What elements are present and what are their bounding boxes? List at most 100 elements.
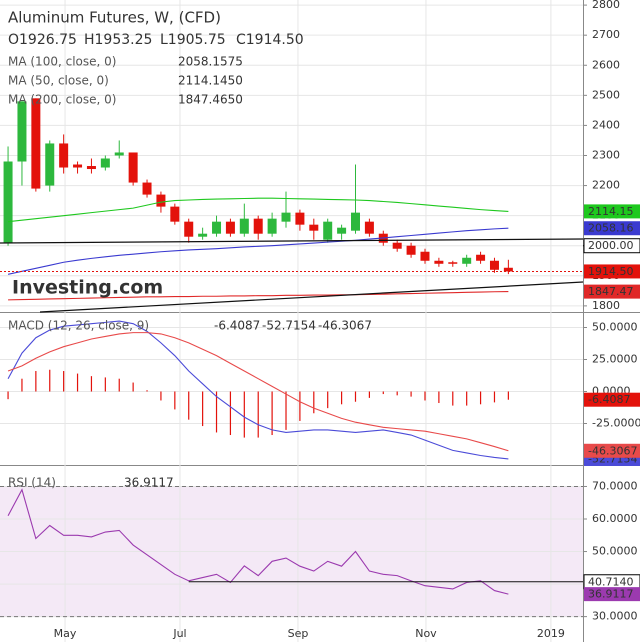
marks bbox=[0, 98, 584, 618]
ohlc-value: C1914.50 bbox=[236, 32, 304, 48]
candle-body bbox=[128, 152, 138, 183]
legend-value: 36.9117 bbox=[124, 476, 174, 490]
level-label: 40.7140 bbox=[588, 575, 634, 588]
candle-body bbox=[503, 267, 513, 272]
indicator-label: -6.4087 bbox=[588, 393, 630, 406]
candle-body bbox=[253, 218, 263, 234]
candle-body bbox=[448, 262, 458, 264]
candle-body bbox=[212, 221, 222, 234]
x-tick-label: 2019 bbox=[537, 627, 565, 640]
price-label: 1847.47 bbox=[588, 285, 634, 298]
price-label: 2114.15 bbox=[588, 205, 634, 218]
x-tick-label: Nov bbox=[415, 627, 437, 640]
indicator-label: 36.9117 bbox=[588, 588, 634, 601]
candle-body bbox=[309, 224, 319, 231]
indicator-label: -46.3067 bbox=[588, 444, 637, 457]
candle-body bbox=[323, 221, 333, 240]
candle-body bbox=[225, 221, 235, 234]
candle-body bbox=[59, 143, 69, 168]
candle-body bbox=[114, 152, 124, 156]
indicator-label-box bbox=[584, 392, 640, 407]
candle-body bbox=[17, 101, 27, 162]
indicator-label-box bbox=[584, 443, 640, 458]
last-price-label-box bbox=[584, 264, 640, 279]
moving-average bbox=[8, 291, 509, 301]
grid bbox=[0, 0, 587, 642]
legend-value: -52.7154 bbox=[262, 319, 316, 333]
candle-body bbox=[462, 257, 472, 264]
legend-value: 1847.4650 bbox=[178, 93, 243, 107]
x-tick-label: Sep bbox=[288, 627, 309, 640]
legend-value: 2058.1575 bbox=[178, 55, 243, 69]
y-tick-label: 1800 bbox=[592, 299, 620, 312]
ohlc-value: O1926.75 bbox=[8, 32, 77, 48]
candle-body bbox=[156, 194, 166, 207]
macd-title: MACD (12, 26, close, 9) bbox=[8, 319, 149, 333]
candle-body bbox=[239, 218, 249, 234]
last-price-label: 1914.50 bbox=[588, 265, 634, 278]
candle-body bbox=[73, 164, 83, 168]
rsi-line bbox=[7, 488, 509, 595]
price-label-box bbox=[584, 284, 640, 299]
candle-body bbox=[184, 221, 194, 237]
candle-body bbox=[142, 182, 152, 195]
macd-line bbox=[7, 320, 509, 460]
candle-body bbox=[406, 245, 416, 255]
price-label-box bbox=[584, 221, 640, 236]
y-tick-label: 50.0000 bbox=[592, 545, 638, 558]
y-tick-label: 60.0000 bbox=[592, 512, 638, 525]
y-tick-label: 2600 bbox=[592, 58, 620, 71]
trend-line bbox=[39, 281, 584, 313]
legend-name: MA (100, close, 0) bbox=[8, 55, 116, 69]
legend-value: -46.3067 bbox=[318, 319, 372, 333]
candle-body bbox=[350, 212, 360, 231]
x-tick-label: Jul bbox=[172, 627, 186, 640]
y-tick-label: 2400 bbox=[592, 118, 620, 131]
chart-title: Aluminum Futures, W, (CFD) bbox=[8, 9, 221, 27]
x-tick-label: May bbox=[54, 627, 77, 640]
y-tick-label: 30.0000 bbox=[592, 610, 638, 623]
y-tick-label: 70.0000 bbox=[592, 479, 638, 492]
candle-body bbox=[420, 251, 430, 261]
level-label: 2000.00 bbox=[588, 239, 634, 252]
y-tick-label: 2700 bbox=[592, 28, 620, 41]
candle-body bbox=[100, 158, 110, 168]
candle-body bbox=[281, 212, 291, 222]
price-label: 2058.16 bbox=[588, 222, 634, 235]
watermark: Investing.com bbox=[12, 277, 163, 299]
support-line bbox=[0, 238, 584, 244]
candle-body bbox=[267, 218, 277, 234]
candle-body bbox=[31, 98, 41, 189]
legend-name: MA (200, close, 0) bbox=[8, 93, 116, 107]
indicator-label-box bbox=[584, 587, 640, 602]
rsi-title: RSI (14) bbox=[8, 476, 56, 490]
candle-body bbox=[198, 233, 208, 237]
moving-average bbox=[8, 197, 509, 223]
candle-body bbox=[45, 143, 55, 186]
y-tick-label: 2500 bbox=[592, 88, 620, 101]
ohlc-value: H1953.25 bbox=[84, 32, 152, 48]
signal-line bbox=[7, 332, 509, 452]
candle-body bbox=[489, 260, 499, 270]
candle-body bbox=[170, 206, 180, 222]
y-tick-label: 2300 bbox=[592, 148, 620, 161]
y-tick-label: 25.0000 bbox=[592, 353, 638, 366]
candle-body bbox=[392, 242, 402, 249]
legend-value: -6.4087 bbox=[214, 319, 260, 333]
candle-body bbox=[86, 166, 96, 170]
y-tick-label: 50.0000 bbox=[592, 321, 638, 334]
moving-average bbox=[7, 227, 509, 275]
candle-body bbox=[295, 212, 305, 225]
level-label-box bbox=[583, 238, 640, 254]
candle-body bbox=[3, 161, 13, 243]
candle-body bbox=[434, 260, 444, 264]
legend-name: MA (50, close, 0) bbox=[8, 74, 109, 88]
price-label-box bbox=[584, 204, 640, 219]
y-tick-label: -25.0000 bbox=[592, 417, 640, 430]
candle-body bbox=[476, 254, 486, 261]
candle-body bbox=[364, 221, 374, 234]
y-tick-label: 2200 bbox=[592, 179, 620, 192]
labels: 1800190020002100220023002400250026002700… bbox=[8, 0, 640, 640]
candle-body bbox=[337, 227, 347, 234]
